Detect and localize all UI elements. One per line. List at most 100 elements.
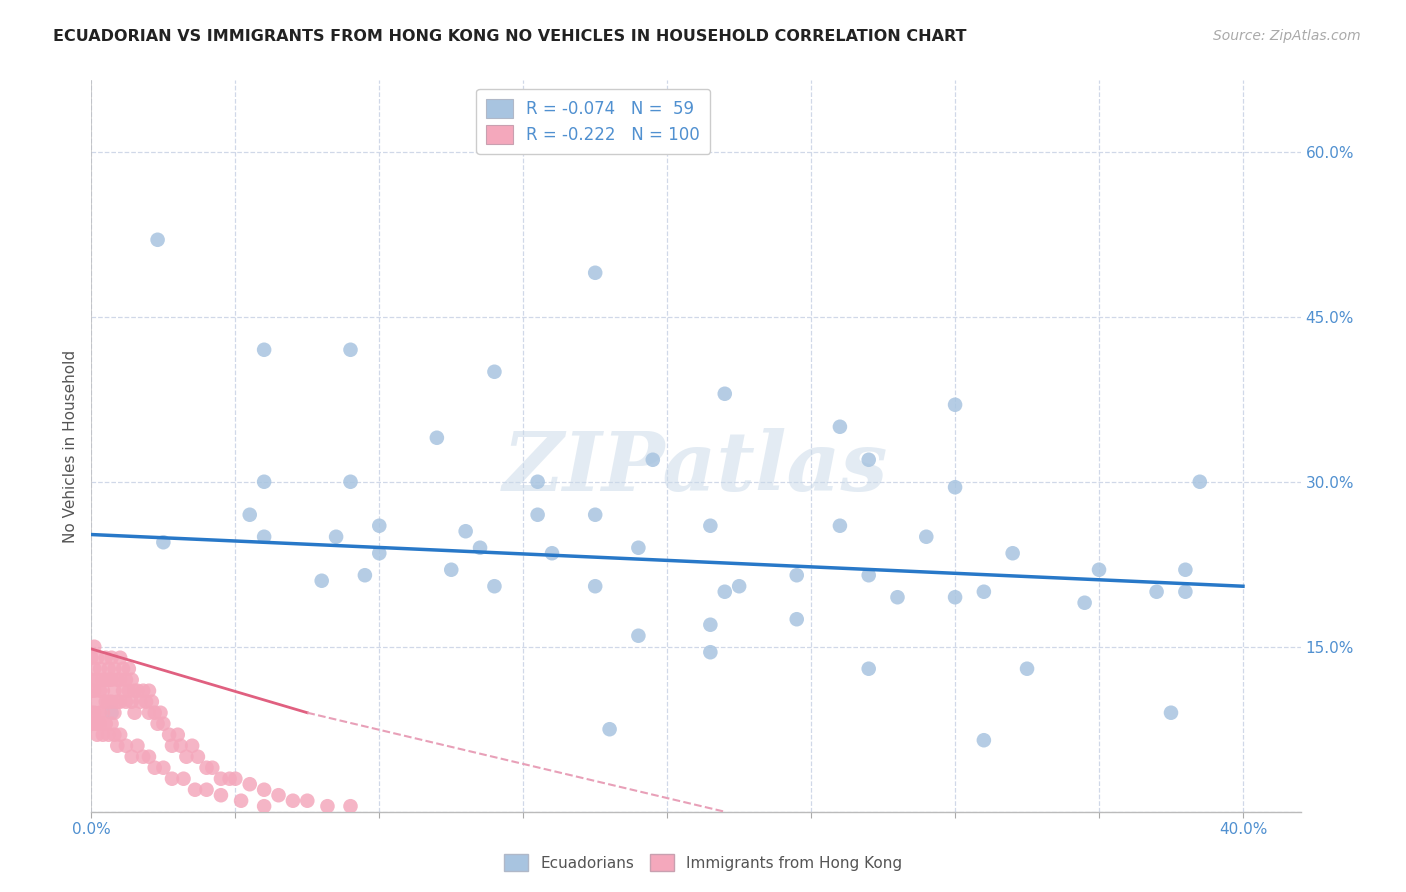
Point [339,343,361,357]
Legend: R = -0.074   N =  59, R = -0.222   N = 100: R = -0.074 N = 59, R = -0.222 N = 100 [477,88,710,153]
Point [83,683,105,698]
Point [80,706,103,720]
Point [129,695,152,709]
Point [454,524,477,539]
Point [354,568,377,582]
Point [94,673,117,687]
Point [86,716,108,731]
Point [886,591,908,605]
Point [97,695,120,709]
Point [858,452,880,467]
Point [121,749,143,764]
Text: ZIPatlas: ZIPatlas [503,428,889,508]
Point [138,683,160,698]
Point [166,728,188,742]
Point [100,706,122,720]
Point [858,662,880,676]
Point [108,728,131,742]
Point [80,673,103,687]
Point [368,518,391,533]
Point [699,645,721,659]
Point [103,662,125,676]
Point [94,650,117,665]
Point [91,706,114,720]
Point [132,749,155,764]
Point [1146,584,1168,599]
Point [157,728,180,742]
Point [86,695,108,709]
Point [184,782,207,797]
Point [828,518,851,533]
Point [91,728,114,742]
Point [143,706,166,720]
Point [440,563,463,577]
Point [160,739,183,753]
Point [146,716,169,731]
Point [89,662,111,676]
Point [713,584,735,599]
Point [127,739,149,753]
Point [253,782,276,797]
Text: Source: ZipAtlas.com: Source: ZipAtlas.com [1213,29,1361,43]
Point [297,794,319,808]
Point [828,419,851,434]
Point [103,728,125,742]
Point [195,782,218,797]
Point [135,695,157,709]
Point [141,695,163,709]
Point [699,518,721,533]
Point [229,794,252,808]
Point [89,716,111,731]
Point [224,772,246,786]
Point [339,475,361,489]
Point [108,695,131,709]
Point [915,530,938,544]
Point [108,650,131,665]
Point [91,683,114,698]
Point [94,695,117,709]
Point [143,761,166,775]
Point [83,640,105,654]
Point [80,683,103,698]
Point [149,706,172,720]
Point [316,799,339,814]
Point [239,508,262,522]
Point [641,452,664,467]
Point [124,683,146,698]
Y-axis label: No Vehicles in Household: No Vehicles in Household [63,350,79,542]
Point [973,733,995,747]
Point [112,662,135,676]
Point [209,772,232,786]
Point [108,673,131,687]
Point [368,546,391,560]
Point [201,761,224,775]
Point [267,789,290,803]
Point [583,579,606,593]
Point [209,789,232,803]
Point [97,728,120,742]
Point [160,772,183,786]
Point [1174,584,1197,599]
Point [713,386,735,401]
Point [115,673,138,687]
Point [583,508,606,522]
Point [195,761,218,775]
Point [91,673,114,687]
Point [973,584,995,599]
Point [627,541,650,555]
Point [100,695,122,709]
Point [943,480,966,494]
Point [112,683,135,698]
Point [218,772,240,786]
Point [468,541,491,555]
Point [339,799,361,814]
Point [786,612,808,626]
Point [121,673,143,687]
Point [526,508,548,522]
Legend: Ecuadorians, Immigrants from Hong Kong: Ecuadorians, Immigrants from Hong Kong [498,848,908,877]
Point [118,662,141,676]
Point [152,761,174,775]
Point [86,673,108,687]
Point [1001,546,1024,560]
Point [94,716,117,731]
